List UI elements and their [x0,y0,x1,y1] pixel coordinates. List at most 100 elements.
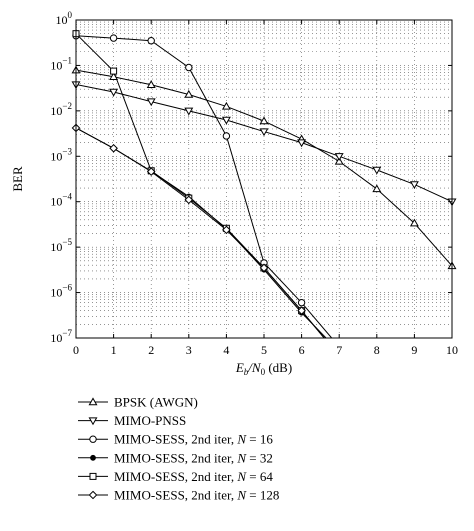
legend-entry-prefix: MIMO-SESS, 2nd iter, [114,488,237,503]
series-1-point [259,128,269,137]
y-tick-label: 10−4 [50,192,72,209]
series-1-point [146,98,156,107]
legend-entry-var: N [236,488,247,503]
x-axis-label-tail: (dB) [265,360,292,375]
series-1-point [372,166,382,175]
y-tick-exponent: −6 [62,283,72,293]
legend-entry-suffix: = 16 [246,432,273,447]
x-tick-label: 8 [374,343,380,357]
series-5-point [259,263,269,273]
y-tick-label: 10−5 [50,237,72,254]
legend-marker-0 [88,397,98,406]
series-5-point [184,195,194,205]
series-1-point [109,88,119,97]
x-axis-label-main: E [235,360,244,375]
legend-entry-2: MIMO-SESS, 2nd iter, N = 16 [114,432,273,447]
legend-entry-0: BPSK (AWGN) [114,395,198,410]
y-tick-label: 10−3 [50,146,72,163]
legend-entry-suffix: = 32 [246,450,273,465]
series-markers [71,30,457,316]
y-tick-base: 10 [56,13,68,27]
series-line-2 [76,35,333,338]
y-tick-base: 10 [50,58,62,72]
x-axis-ticks: 0 1 2 3 4 5 6 7 8 9 10 [73,20,458,357]
legend-entry-var: N [236,469,247,484]
series-2-point [297,298,306,307]
series-0-point [221,101,231,110]
y-tick-exponent: −2 [62,101,72,111]
series-0-point [334,156,344,165]
y-tick-exponent: −3 [62,146,72,156]
x-axis-label-sub1: b [244,367,249,377]
x-tick-label: 0 [73,343,79,357]
y-tick-label: 10−7 [50,328,72,345]
series-1-point [334,153,344,161]
y-tick-base: 10 [50,195,62,209]
legend-entry-prefix: MIMO-SESS, 2nd iter, [114,432,237,447]
legend-marker-1 [88,417,98,426]
y-tick-exponent: −4 [62,192,72,202]
y-tick-label: 10−6 [50,283,72,300]
y-tick-exponent: 0 [68,10,73,20]
series-5-point [297,306,306,315]
y-tick-exponent: −5 [62,237,72,247]
series-1-point [409,181,419,190]
x-tick-label: 9 [411,343,417,357]
x-tick-label: 3 [186,343,192,357]
legend-marker-2 [89,435,97,443]
x-tick-label: 10 [446,343,458,357]
series-0-point [372,184,382,193]
series-1-point [184,107,194,116]
y-tick-label: 100 [56,10,73,27]
series-line-5 [76,127,325,338]
y-tick-base: 10 [50,104,62,118]
legend-marker-3 [90,454,96,461]
y-tick-label: 10−2 [50,101,72,118]
series-2-point [147,37,155,45]
x-axis-label-mid: /N [247,360,262,375]
series-2-point [222,132,231,140]
y-tick-base: 10 [50,240,62,254]
legend-entry-prefix: MIMO-SESS, 2nd iter, [114,450,237,465]
legend-entry-4: MIMO-SESS, 2nd iter, N = 64 [114,469,273,484]
series-2-point [109,34,118,42]
series-0-point [259,116,269,125]
series-0-point [146,80,156,88]
series-5-point [146,167,156,176]
y-axis-label: BER [10,166,25,192]
series-5-point [222,225,231,235]
legend: BPSK (AWGN) MIMO-PNSS MIMO-SESS, 2nd iter,… [78,395,279,503]
x-tick-label: 2 [148,343,154,357]
y-tick-exponent: −7 [62,328,72,338]
legend-entry-var: N [236,450,247,465]
legend-entry-var: N [236,432,247,447]
y-tick-label: 10−1 [50,55,72,72]
series-1-point [297,139,307,148]
legend-entry-1: MIMO-PNSS [114,413,186,428]
series-0-point [109,72,119,80]
x-tick-label: 5 [261,343,267,357]
series-1-point [221,116,231,125]
legend-marker-4 [89,472,97,480]
y-tick-base: 10 [50,331,62,345]
x-tick-label: 4 [223,343,229,357]
legend-marker-5 [88,490,98,500]
legend-entry-suffix: = 128 [246,488,279,503]
series-2-point [185,63,193,72]
x-tick-label: 1 [111,343,117,357]
y-tick-exponent: −1 [62,55,72,65]
series-0-point [184,89,194,98]
series-4-point [110,67,118,75]
y-tick-base: 10 [50,286,62,300]
x-tick-label: 6 [299,343,305,357]
y-tick-base: 10 [50,149,62,163]
legend-entry-5: MIMO-SESS, 2nd iter, N = 128 [114,488,279,503]
grid [75,20,453,339]
x-axis-label-sub2: 0 [261,367,266,377]
legend-entry-3: MIMO-SESS, 2nd iter, N = 32 [114,450,273,465]
legend-entry-suffix: = 64 [246,469,273,484]
x-tick-label: 7 [336,343,342,357]
